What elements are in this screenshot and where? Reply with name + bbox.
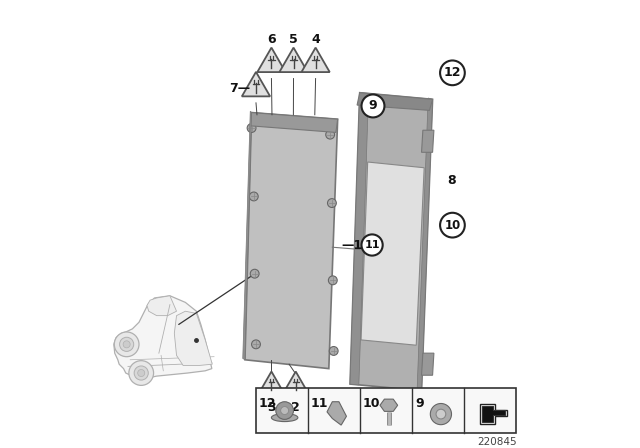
Polygon shape	[242, 72, 270, 96]
Circle shape	[329, 347, 338, 355]
Polygon shape	[350, 93, 369, 385]
Circle shape	[281, 407, 289, 414]
Text: 12: 12	[259, 397, 276, 410]
Circle shape	[138, 370, 145, 377]
Polygon shape	[243, 111, 252, 360]
Text: 4: 4	[311, 33, 320, 46]
Circle shape	[440, 60, 465, 85]
Text: 11: 11	[364, 240, 380, 250]
Circle shape	[120, 337, 134, 351]
Polygon shape	[422, 130, 434, 152]
Polygon shape	[480, 405, 507, 424]
Ellipse shape	[271, 414, 298, 422]
Polygon shape	[283, 371, 308, 393]
Circle shape	[252, 340, 260, 349]
Polygon shape	[350, 93, 433, 391]
Bar	[256, 388, 516, 433]
Polygon shape	[327, 402, 346, 425]
Polygon shape	[481, 406, 506, 422]
Polygon shape	[147, 296, 177, 316]
Circle shape	[440, 213, 465, 237]
Text: 12: 12	[444, 66, 461, 79]
Circle shape	[115, 332, 139, 357]
Polygon shape	[280, 47, 308, 72]
Polygon shape	[357, 93, 433, 110]
Polygon shape	[417, 98, 433, 391]
Text: 10: 10	[363, 397, 380, 410]
Text: 10: 10	[444, 219, 461, 232]
Text: 2: 2	[291, 401, 300, 414]
Text: 6: 6	[267, 33, 276, 46]
Circle shape	[328, 276, 337, 285]
Circle shape	[123, 341, 130, 348]
Polygon shape	[380, 399, 397, 411]
Text: 5: 5	[289, 33, 298, 46]
Polygon shape	[174, 311, 212, 366]
Circle shape	[436, 409, 446, 419]
Text: 9: 9	[369, 99, 378, 112]
Polygon shape	[257, 47, 285, 72]
Circle shape	[328, 198, 337, 207]
Circle shape	[247, 124, 256, 133]
Circle shape	[134, 366, 148, 380]
Circle shape	[430, 404, 451, 425]
Polygon shape	[259, 371, 284, 393]
Circle shape	[362, 95, 385, 117]
Polygon shape	[361, 162, 424, 345]
Circle shape	[276, 402, 294, 419]
Text: 8: 8	[447, 174, 456, 188]
Circle shape	[326, 130, 335, 139]
Text: 3: 3	[267, 401, 276, 414]
Circle shape	[250, 192, 258, 201]
Text: —1: —1	[341, 238, 362, 251]
Polygon shape	[245, 112, 338, 369]
Polygon shape	[250, 112, 338, 133]
Circle shape	[129, 361, 154, 385]
Text: 9: 9	[415, 397, 424, 410]
Polygon shape	[301, 47, 330, 72]
Circle shape	[250, 269, 259, 278]
Text: 11: 11	[311, 397, 328, 410]
Polygon shape	[422, 353, 434, 375]
Polygon shape	[114, 296, 212, 378]
Circle shape	[362, 234, 383, 256]
Text: 220845: 220845	[477, 437, 516, 447]
Text: 7—: 7—	[230, 82, 251, 95]
